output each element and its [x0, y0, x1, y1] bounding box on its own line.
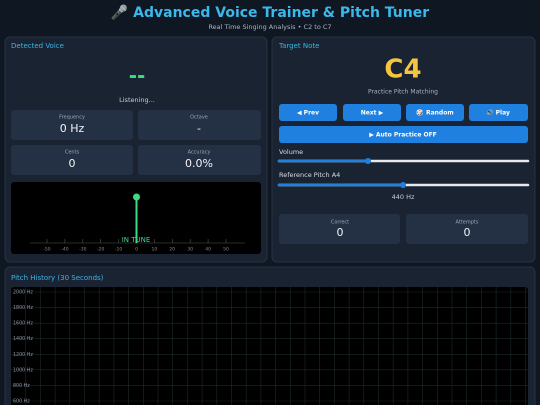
tick-label: 20 — [169, 247, 175, 253]
stat-label: Octave — [190, 115, 208, 121]
tick-label: 50 — [223, 247, 229, 253]
y-tick-label: 800 Hz — [13, 383, 30, 389]
tick-label: -30 — [79, 247, 86, 253]
y-tick-label: 600 Hz — [13, 399, 30, 405]
stat-box — [406, 214, 528, 244]
title: 🎤 Advanced Voice Trainer & Pitch Tuner — [111, 3, 429, 21]
button[interactable] — [469, 104, 528, 121]
y-tick-label: 1400 Hz — [13, 336, 33, 342]
stat-box — [11, 110, 133, 140]
button[interactable] — [406, 104, 464, 121]
button-label[interactable]: 🎲 Random — [416, 109, 453, 117]
reference-value: 440 Hz — [392, 193, 415, 201]
y-tick-label: 1000 Hz — [13, 367, 33, 373]
panel-title: Target Note — [278, 42, 319, 50]
stat-label: Correct — [331, 220, 349, 226]
slider-label: Volume — [279, 148, 303, 156]
button-label[interactable]: ◀ Prev — [297, 110, 319, 117]
tick-label: -20 — [97, 247, 104, 253]
stat-value: 0.0% — [185, 157, 213, 170]
detected-note: -- — [129, 64, 146, 88]
stat-box — [11, 145, 133, 175]
target-subtitle: Practice Pitch Matching — [368, 89, 438, 96]
panel-title: Pitch History (30 Seconds) — [11, 274, 104, 282]
stat-label: Cents — [65, 150, 80, 156]
panel — [271, 36, 536, 263]
panel-title: Detected Voice — [11, 42, 64, 50]
stat-value: 0 — [337, 226, 344, 239]
button[interactable] — [343, 104, 401, 121]
stat-label: Frequency — [59, 115, 85, 121]
stat-box — [138, 145, 261, 175]
subtitle: Real Time Singing Analysis • C2 to C7 — [208, 23, 331, 31]
y-tick-label: 1800 Hz — [13, 305, 33, 311]
y-tick-label: 1600 Hz — [13, 321, 33, 327]
stat-value: - — [197, 122, 201, 135]
tick-label: 10 — [152, 247, 158, 253]
needle-head — [133, 193, 140, 201]
slider-thumb[interactable] — [400, 182, 406, 188]
tick-label: -10 — [115, 247, 122, 253]
tick-label: -40 — [61, 247, 68, 253]
tuner-status: IN TUNE — [122, 236, 151, 244]
button-label[interactable]: ▶ Auto Practice OFF — [369, 132, 437, 139]
button[interactable] — [279, 104, 337, 121]
tick-label: 0 — [135, 247, 138, 253]
stat-label: Attempts — [456, 220, 479, 226]
y-tick-label: 2000 Hz — [13, 290, 33, 296]
stat-value: 0 Hz — [60, 122, 85, 135]
button[interactable] — [279, 126, 528, 143]
stat-value: 0 — [464, 226, 471, 239]
button-label[interactable]: 🔊 Play — [486, 109, 510, 117]
stat-value: 0 — [69, 157, 76, 170]
slider-thumb[interactable] — [365, 158, 371, 164]
tick-label: -50 — [43, 247, 50, 253]
y-tick-label: 1200 Hz — [13, 352, 33, 358]
tick-label: 40 — [205, 247, 211, 253]
target-note: C4 — [384, 55, 421, 85]
status: Listening... — [119, 96, 155, 104]
stat-box — [138, 110, 261, 140]
slider-label: Reference Pitch A4 — [279, 171, 340, 179]
stat-label: Accuracy — [188, 150, 211, 156]
button-label[interactable]: Next ▶ — [361, 110, 384, 117]
history-chart — [11, 287, 528, 405]
stat-box — [279, 214, 400, 244]
tick-label: 30 — [187, 247, 193, 253]
